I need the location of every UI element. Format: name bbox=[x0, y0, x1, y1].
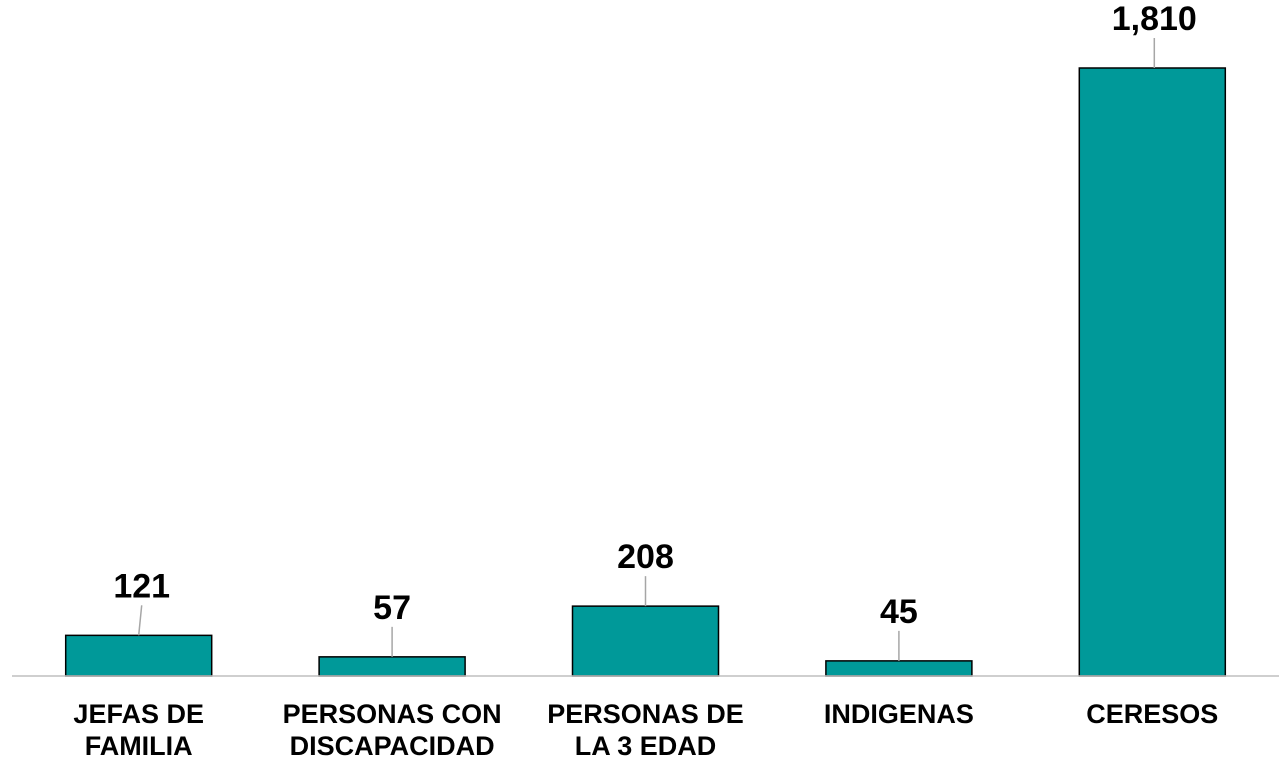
bar-personas-con-discapacidad bbox=[318, 656, 466, 677]
category-label-jefas-de-familia: JEFAS DE FAMILIA bbox=[73, 699, 204, 758]
category-label-line: LA 3 EDAD bbox=[575, 731, 717, 758]
leader-lines-group bbox=[137, 38, 1156, 661]
bar-ceresos bbox=[1078, 67, 1227, 677]
bars-group bbox=[64, 67, 1227, 677]
value-label-jefas-de-familia: 121 bbox=[113, 567, 170, 605]
value-label-indigenas: 45 bbox=[880, 593, 918, 631]
bar-indigenas bbox=[825, 660, 973, 677]
value-label-personas-con-discapacidad: 57 bbox=[373, 589, 411, 627]
category-label-line: PERSONAS DE bbox=[547, 699, 744, 729]
value-label-personas-de-la-3-edad: 208 bbox=[617, 538, 674, 576]
bar-jefas-de-familia bbox=[64, 634, 213, 677]
value-label-ceresos: 1,810 bbox=[1112, 0, 1197, 38]
category-label-line: INDIGENAS bbox=[824, 699, 974, 729]
category-label-ceresos: CERESOS bbox=[1086, 699, 1218, 729]
category-label-line: FAMILIA bbox=[85, 731, 193, 758]
category-label-line: DISCAPACIDAD bbox=[290, 731, 495, 758]
bar-personas-de-la-3-edad bbox=[571, 605, 720, 677]
category-label-indigenas: INDIGENAS bbox=[824, 699, 974, 729]
value-labels-group: 121 57 208 45 1,810 bbox=[113, 0, 1197, 631]
leader-line-jefas-de-familia bbox=[137, 605, 143, 636]
category-label-personas-con-discapacidad: PERSONAS CON DISCAPACIDAD bbox=[283, 699, 502, 758]
category-label-personas-de-la-3-edad: PERSONAS DE LA 3 EDAD bbox=[547, 699, 744, 758]
category-label-line: PERSONAS CON bbox=[283, 699, 502, 729]
category-label-line: CERESOS bbox=[1086, 699, 1218, 729]
category-label-line: JEFAS DE bbox=[73, 699, 204, 729]
